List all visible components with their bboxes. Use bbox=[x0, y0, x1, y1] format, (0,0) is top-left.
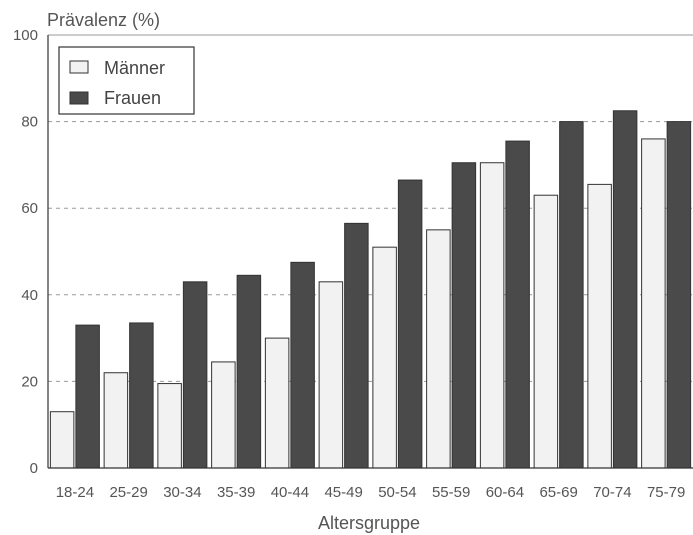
y-tick-label: 0 bbox=[30, 460, 38, 477]
legend-label-frauen: Frauen bbox=[104, 88, 161, 108]
x-tick-label: 50-54 bbox=[378, 484, 416, 501]
bar-maenner-55-59 bbox=[426, 229, 451, 469]
bar-maenner-18-24 bbox=[49, 411, 75, 469]
legend: Männer Frauen bbox=[58, 46, 195, 115]
legend-label-maenner: Männer bbox=[104, 58, 165, 78]
bar-maenner-40-44 bbox=[264, 337, 290, 469]
x-tick-labels: 18-24 25-29 30-34 35-39 40-44 45-49 50-54 55-59… bbox=[56, 484, 686, 501]
legend-swatch-maenner bbox=[69, 60, 89, 74]
bar-frauen-70-74 bbox=[612, 110, 638, 469]
x-axis-label: Altersgruppe bbox=[318, 513, 420, 533]
x-tick-label: 60-64 bbox=[486, 484, 524, 501]
bar-frauen-75-79 bbox=[666, 121, 692, 469]
x-tick-label: 65-69 bbox=[539, 484, 577, 501]
bar-maenner-65-69 bbox=[533, 194, 559, 469]
bar-frauen-30-34 bbox=[182, 281, 208, 469]
bar-frauen-55-59 bbox=[451, 162, 477, 469]
x-tick-label: 75-79 bbox=[647, 484, 685, 501]
bar-frauen-50-54 bbox=[397, 179, 423, 469]
bar-maenner-60-64 bbox=[479, 162, 505, 469]
bar-maenner-30-34 bbox=[157, 383, 182, 469]
x-tick-label: 40-44 bbox=[271, 484, 309, 501]
bar-frauen-25-29 bbox=[129, 322, 154, 469]
bars bbox=[49, 110, 692, 469]
y-tick-label: 60 bbox=[21, 200, 38, 217]
y-tick-label: 80 bbox=[21, 114, 38, 131]
bar-frauen-18-24 bbox=[75, 324, 100, 469]
x-tick-label: 45-49 bbox=[324, 484, 362, 501]
legend-swatch-frauen bbox=[69, 91, 89, 105]
x-tick-label: 55-59 bbox=[432, 484, 470, 501]
y-tick-label: 40 bbox=[21, 287, 38, 304]
grid-lines bbox=[48, 34, 693, 382]
bar-frauen-40-44 bbox=[290, 261, 315, 469]
x-tick-label: 25-29 bbox=[109, 484, 147, 501]
x-tick-label: 18-24 bbox=[56, 484, 94, 501]
x-tick-label: 35-39 bbox=[217, 484, 255, 501]
bar-maenner-75-79 bbox=[641, 138, 666, 469]
x-tick-label: 70-74 bbox=[593, 484, 631, 501]
bar-maenner-25-29 bbox=[103, 372, 129, 469]
bar-frauen-65-69 bbox=[559, 121, 584, 469]
y-axis-label: Prävalenz (%) bbox=[47, 10, 160, 30]
axes bbox=[47, 35, 693, 469]
bar-maenner-35-39 bbox=[211, 361, 236, 469]
bar-frauen-60-64 bbox=[505, 140, 530, 469]
bar-frauen-35-39 bbox=[236, 274, 262, 469]
bar-maenner-50-54 bbox=[372, 246, 397, 469]
x-tick-label: 30-34 bbox=[163, 484, 201, 501]
bar-maenner-70-74 bbox=[587, 183, 612, 469]
y-tick-label: 100 bbox=[13, 27, 38, 44]
y-tick-label: 20 bbox=[21, 373, 38, 390]
bar-maenner-45-49 bbox=[318, 281, 344, 469]
y-tick-labels: 0 20 40 60 80 100 bbox=[13, 27, 38, 477]
bar-frauen-45-49 bbox=[344, 222, 369, 469]
